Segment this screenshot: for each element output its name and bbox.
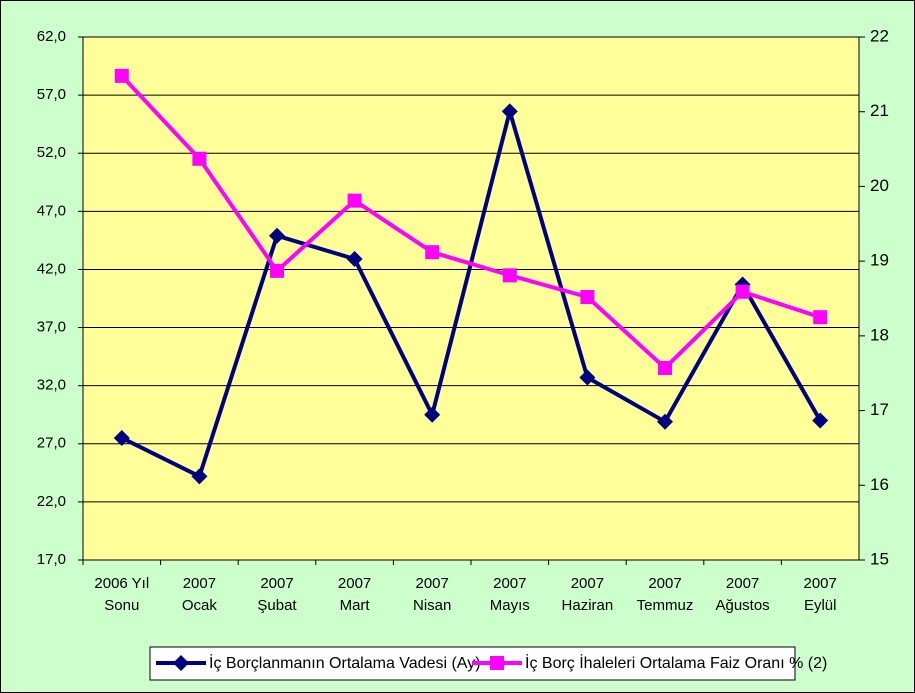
y2-tick-label: 19	[870, 251, 889, 270]
data-point	[424, 406, 441, 423]
x-tick-label: 2007	[571, 575, 604, 592]
x-tick-label: 2007	[416, 575, 449, 592]
y2-tick-label: 20	[870, 176, 889, 195]
x-tick-label: Şubat	[257, 597, 297, 614]
x-tick-label: Mayıs	[490, 597, 530, 614]
data-point	[346, 250, 363, 267]
y2-tick-label: 18	[870, 325, 889, 344]
data-point	[425, 245, 440, 260]
y-tick-label: 42,0	[37, 260, 66, 277]
x-tick-label: 2007	[648, 575, 681, 592]
y-tick-label: 57,0	[37, 86, 66, 103]
data-point	[735, 284, 750, 299]
x-tick-label: 2007	[338, 575, 371, 592]
x-tick-label: Mart	[340, 597, 371, 614]
x-tick-label: Ocak	[182, 597, 218, 614]
data-point	[813, 310, 828, 325]
y-tick-label: 47,0	[37, 202, 66, 219]
data-point	[347, 193, 362, 208]
y-tick-label: 62,0	[37, 28, 66, 45]
series-line	[120, 74, 821, 371]
x-tick-label: 2006 Yıl	[94, 575, 149, 592]
data-point	[269, 227, 285, 244]
x-tick-label: Sonu	[104, 597, 139, 614]
legend-label: İç Borçlanmanın Ortalama Vadesi (Ay)	[209, 653, 481, 672]
y-tick-label: 27,0	[37, 435, 66, 452]
data-point	[113, 429, 130, 446]
data-point	[658, 360, 672, 375]
y2-tick-label: 16	[870, 475, 889, 494]
y-tick-label: 22,0	[37, 493, 66, 510]
y-tick-label: 32,0	[37, 377, 66, 394]
legend-label: İç Borç İhaleleri Ortalama Faiz Oranı % …	[525, 653, 827, 672]
x-tick-label: 2007	[804, 575, 837, 592]
y-tick-label: 52,0	[37, 144, 66, 161]
data-point	[657, 413, 673, 430]
y-tick-label: 17,0	[37, 551, 66, 568]
data-point	[270, 263, 284, 278]
data-point	[812, 412, 829, 429]
y2-tick-label: 17	[870, 400, 889, 419]
x-tick-label: Eylül	[804, 597, 837, 614]
y2-tick-label: 15	[870, 549, 889, 568]
data-point	[502, 268, 517, 283]
data-point	[580, 290, 595, 305]
data-point	[579, 369, 596, 386]
plot-area	[82, 36, 860, 561]
data-point	[114, 68, 129, 83]
y-tick-label: 37,0	[37, 319, 66, 336]
x-tick-label: Nisan	[413, 597, 451, 614]
legend-marker	[173, 655, 189, 671]
y2-tick-label: 22	[870, 26, 889, 45]
data-point	[191, 468, 208, 485]
x-tick-label: Temmuz	[637, 597, 694, 614]
legend-marker	[490, 656, 504, 670]
data-point	[501, 103, 518, 120]
x-tick-label: 2007	[183, 575, 216, 592]
data-point	[192, 151, 207, 166]
y2-tick-label: 21	[870, 101, 889, 120]
x-tick-label: 2007	[726, 575, 759, 592]
x-tick-label: 2007	[493, 575, 526, 592]
x-tick-label: Ağustos	[715, 597, 769, 614]
x-tick-label: 2007	[260, 575, 293, 592]
x-tick-label: Haziran	[562, 597, 614, 614]
